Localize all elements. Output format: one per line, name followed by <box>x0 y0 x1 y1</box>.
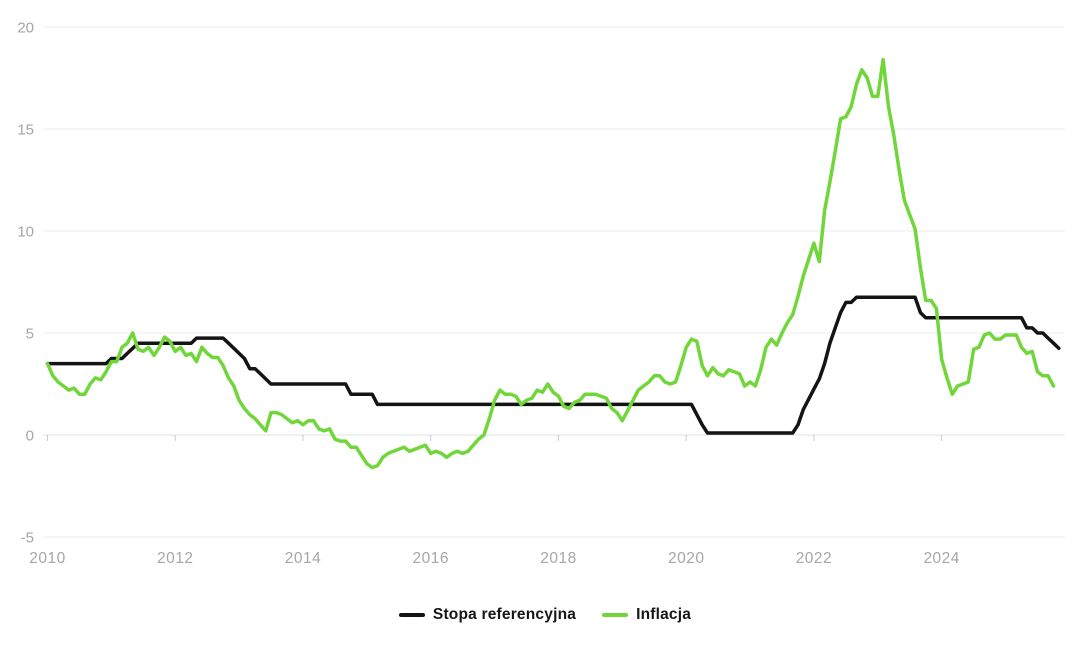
stopa-referencyjna-line <box>45 295 1061 435</box>
x-axis-label: 2016 <box>412 550 448 567</box>
x-axis-label: 2010 <box>29 550 65 567</box>
x-axis-label: 2018 <box>540 550 576 567</box>
x-axis-label: 2024 <box>923 550 959 567</box>
legend-label-stopa-referencyjna: Stopa referencyjna <box>432 606 577 623</box>
x-axis-label: 2022 <box>796 550 832 567</box>
legend-label-inflacja: Inflacja <box>636 606 692 623</box>
inflacja-line <box>45 57 1056 470</box>
y-axis-label: 5 <box>26 326 34 343</box>
y-axis-label: 15 <box>17 122 34 139</box>
legend-item-inflacja[interactable]: Inflacja <box>602 606 691 624</box>
line-plot: -5 0 5 10 15 20 2010 2012 2014 2016 2018 2020 2022 20… <box>17 20 1065 567</box>
y-axis-label: 0 <box>26 428 34 445</box>
inflacja-line-swatch <box>602 613 629 617</box>
y-axis-label: 20 <box>17 20 34 37</box>
legend-item-stopa-referencyjna[interactable]: Stopa referencyjna <box>398 606 577 624</box>
x-axis-label: 2014 <box>285 550 321 567</box>
x-axis-label: 2012 <box>157 550 193 567</box>
x-axis-label: 2020 <box>668 550 704 567</box>
stopa-referencyjna-line-swatch <box>398 613 425 617</box>
y-axis-label: -5 <box>21 530 34 547</box>
y-axis-label: 10 <box>17 224 34 241</box>
chart-legend: Stopa referencyjna Inflacja <box>0 606 1090 624</box>
